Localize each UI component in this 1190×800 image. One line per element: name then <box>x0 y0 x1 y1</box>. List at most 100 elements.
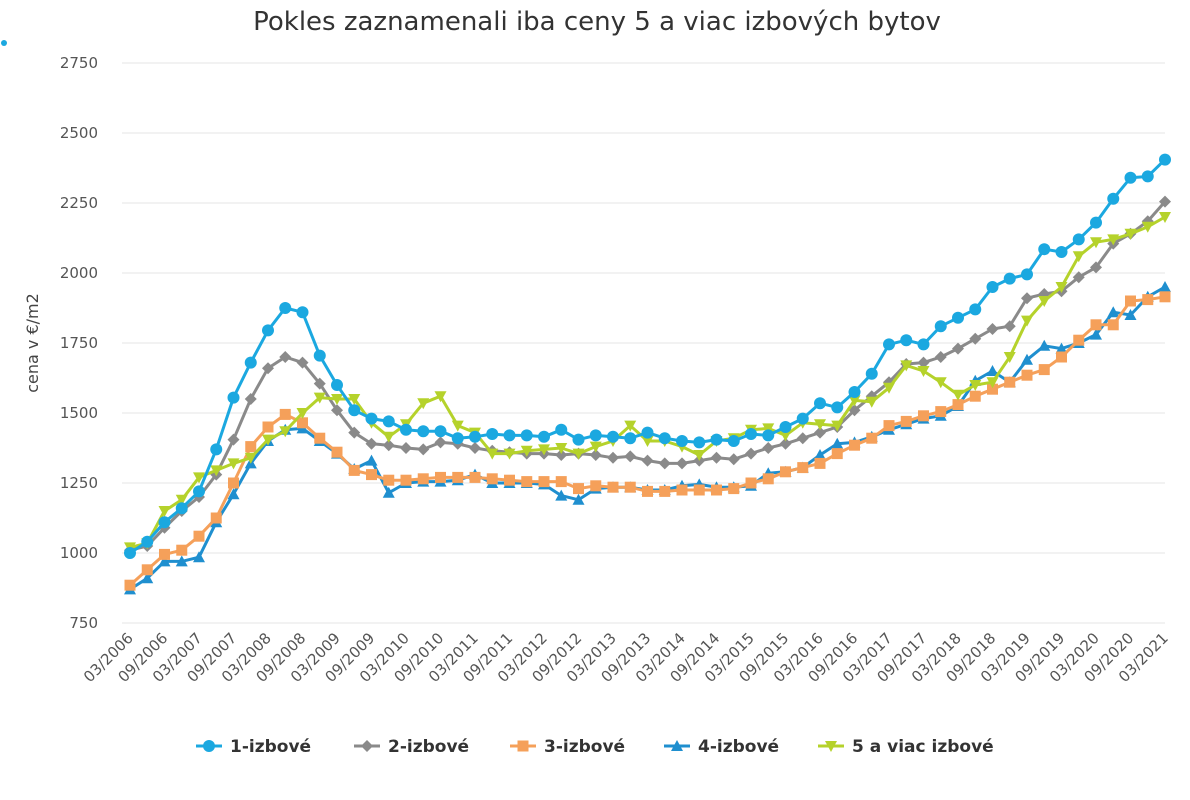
data-point[interactable] <box>900 334 913 347</box>
data-point[interactable] <box>1107 306 1120 318</box>
data-point[interactable] <box>814 397 826 410</box>
data-point[interactable] <box>193 472 205 484</box>
data-point[interactable] <box>555 443 568 454</box>
data-point[interactable] <box>710 451 723 464</box>
data-point[interactable] <box>917 366 930 377</box>
data-point[interactable] <box>1038 339 1051 351</box>
data-point[interactable] <box>779 437 792 450</box>
data-point[interactable] <box>434 391 447 403</box>
data-point[interactable] <box>952 389 964 401</box>
data-point[interactable] <box>917 356 930 369</box>
data-point[interactable] <box>883 382 895 394</box>
data-point[interactable] <box>469 430 481 443</box>
data-point[interactable] <box>486 473 498 485</box>
data-point[interactable] <box>693 436 706 449</box>
data-point[interactable] <box>745 428 757 440</box>
data-point[interactable] <box>1090 216 1102 229</box>
data-point[interactable] <box>262 362 274 375</box>
data-point[interactable] <box>348 426 361 439</box>
data-point[interactable] <box>417 425 430 438</box>
data-point[interactable] <box>331 404 343 417</box>
data-point[interactable] <box>469 442 481 454</box>
data-point[interactable] <box>279 426 292 438</box>
data-point[interactable] <box>175 555 188 567</box>
data-point[interactable] <box>1056 351 1067 363</box>
data-point[interactable] <box>1021 268 1033 281</box>
data-point[interactable] <box>814 449 826 460</box>
data-point[interactable] <box>849 439 860 451</box>
data-point[interactable] <box>348 404 361 417</box>
data-point[interactable] <box>1124 171 1137 184</box>
data-point[interactable] <box>314 432 326 444</box>
data-point[interactable] <box>279 302 292 314</box>
legend-marker-icon[interactable] <box>203 740 215 752</box>
data-point[interactable] <box>1003 320 1016 333</box>
data-point[interactable] <box>1159 153 1171 166</box>
data-point[interactable] <box>1159 212 1171 223</box>
data-point[interactable] <box>1003 352 1016 363</box>
data-point[interactable] <box>227 433 240 446</box>
data-point[interactable] <box>1055 282 1068 293</box>
data-point[interactable] <box>486 448 499 460</box>
data-point[interactable] <box>227 391 240 404</box>
data-point[interactable] <box>676 435 688 447</box>
data-point[interactable] <box>1159 281 1171 292</box>
data-point[interactable] <box>624 420 637 432</box>
data-point[interactable] <box>365 454 378 466</box>
data-point[interactable] <box>676 457 688 470</box>
data-point[interactable] <box>762 423 775 435</box>
data-point[interactable] <box>693 450 706 461</box>
data-point[interactable] <box>175 502 188 515</box>
data-point[interactable] <box>365 437 378 450</box>
data-point[interactable] <box>727 453 740 466</box>
data-point[interactable] <box>331 394 343 405</box>
data-point[interactable] <box>244 393 257 405</box>
data-point[interactable] <box>124 547 136 559</box>
data-point[interactable] <box>141 564 153 576</box>
data-point[interactable] <box>814 419 826 431</box>
data-point[interactable] <box>451 432 464 445</box>
data-point[interactable] <box>210 465 223 477</box>
data-point[interactable] <box>658 432 671 445</box>
data-point[interactable] <box>331 446 343 458</box>
data-point[interactable] <box>1090 261 1102 274</box>
legend-marker-icon[interactable] <box>517 740 529 752</box>
data-point[interactable] <box>1124 309 1137 320</box>
data-point[interactable] <box>762 473 774 485</box>
data-point[interactable] <box>589 429 602 442</box>
data-point[interactable] <box>1073 334 1085 346</box>
data-point[interactable] <box>158 506 171 517</box>
data-point[interactable] <box>244 452 257 464</box>
data-point[interactable] <box>814 457 826 469</box>
data-point[interactable] <box>607 430 619 443</box>
data-point[interactable] <box>400 442 412 454</box>
data-point[interactable] <box>590 480 602 492</box>
data-point[interactable] <box>728 483 740 495</box>
data-point[interactable] <box>711 484 722 496</box>
data-point[interactable] <box>935 406 947 418</box>
data-point[interactable] <box>417 398 430 410</box>
data-point[interactable] <box>831 401 844 414</box>
data-point[interactable] <box>934 351 947 363</box>
data-point[interactable] <box>1038 243 1051 256</box>
data-point[interactable] <box>227 488 240 500</box>
data-point[interactable] <box>952 311 964 324</box>
data-point[interactable] <box>831 420 844 432</box>
data-point[interactable] <box>934 320 947 333</box>
data-point[interactable] <box>658 457 671 470</box>
data-point[interactable] <box>986 377 999 389</box>
data-point[interactable] <box>641 426 654 439</box>
legend-marker-icon[interactable] <box>825 741 837 752</box>
data-point[interactable] <box>469 471 481 483</box>
data-point[interactable] <box>589 449 602 461</box>
data-point[interactable] <box>417 473 429 485</box>
data-point[interactable] <box>589 441 602 453</box>
data-point[interactable] <box>1038 364 1050 376</box>
data-point[interactable] <box>831 448 843 460</box>
data-point[interactable] <box>210 512 222 524</box>
data-point[interactable] <box>1090 319 1102 331</box>
data-point[interactable] <box>727 435 740 447</box>
data-point[interactable] <box>572 433 585 446</box>
data-point[interactable] <box>917 338 930 351</box>
data-point[interactable] <box>486 428 499 440</box>
